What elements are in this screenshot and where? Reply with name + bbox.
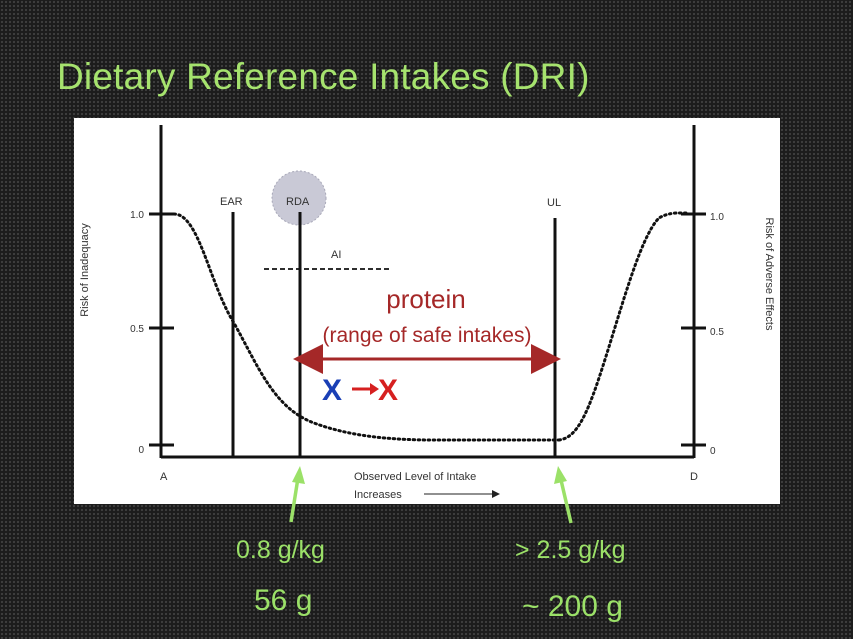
- slide-title: Dietary Reference Intakes (DRI): [57, 56, 590, 97]
- ul-pointer-arrow: [559, 479, 573, 524]
- rda-label: RDA: [286, 196, 310, 208]
- corner-label-a: A: [160, 471, 168, 483]
- protein-label: protein: [386, 284, 466, 314]
- ul-pointer-arrow-head: [554, 466, 567, 484]
- shift-arrow-head: [370, 383, 379, 395]
- ul-label: UL: [547, 197, 561, 209]
- red-x-mark: X: [378, 374, 398, 407]
- left-tick-label: 0.5: [130, 324, 144, 335]
- left-axis-title: Risk of Inadequacy: [79, 223, 91, 317]
- blue-x-mark: X: [322, 374, 342, 407]
- rda-value-label: 0.8 g/kg: [236, 536, 325, 564]
- inadequacy-risk-curve: [172, 212, 561, 442]
- rda-pointer-arrow: [289, 477, 300, 523]
- rda-pointer-arrow-head: [292, 466, 305, 484]
- rda-highlight-circle: [271, 170, 327, 226]
- right-tick-label: 0: [710, 446, 716, 457]
- dri-diagram-panel: Risk of Inadequacy Risk of Adverse Effec…: [74, 118, 780, 504]
- corner-label-d: D: [690, 471, 698, 483]
- ul-value-label: > 2.5 g/kg: [515, 536, 626, 564]
- left-tick-label: 0: [138, 445, 144, 456]
- x-axis-title: Observed Level of Intake: [354, 471, 476, 483]
- x-axis-subtitle: Increases: [354, 489, 402, 501]
- safe-range-label: (range of safe intakes): [323, 324, 532, 347]
- right-tick-label: 1.0: [710, 212, 724, 223]
- ai-label: AI: [331, 249, 341, 261]
- right-tick-label: 0.5: [710, 327, 724, 338]
- adverse-risk-curve: [557, 211, 688, 442]
- ear-label: EAR: [220, 196, 243, 208]
- dri-diagram: Risk of Inadequacy Risk of Adverse Effec…: [79, 125, 775, 501]
- ul-grams-label: ~ 200 g: [522, 590, 623, 623]
- right-axis-title: Risk of Adverse Effects: [763, 218, 775, 331]
- left-tick-label: 1.0: [130, 210, 144, 221]
- rda-grams-label: 56 g: [254, 584, 313, 617]
